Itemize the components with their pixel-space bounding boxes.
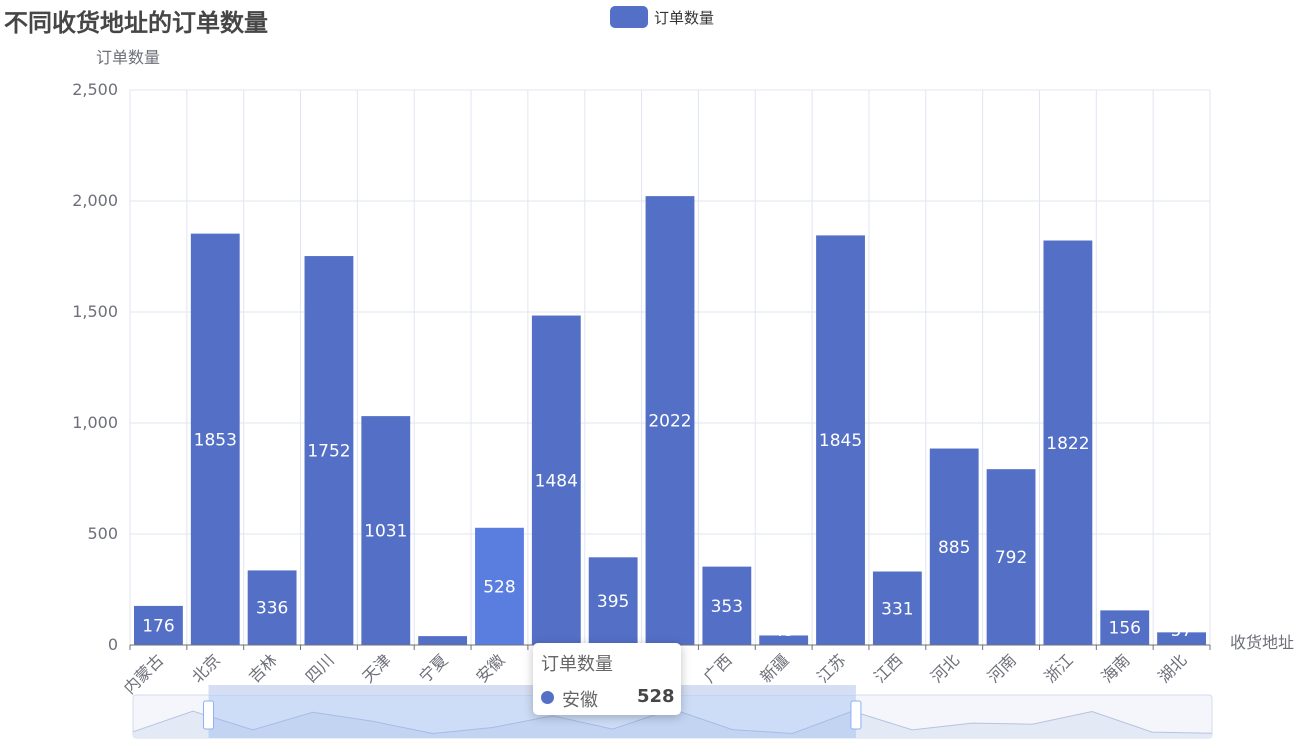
y-tick-label: 0 [108, 635, 118, 654]
data-label: 1853 [194, 430, 237, 450]
tooltip-name: 安徽 [562, 690, 598, 711]
data-label: 1484 [535, 471, 578, 491]
tooltip: 订单数量 安徽 528 [533, 643, 681, 715]
data-label: 43 [773, 621, 795, 641]
data-label: 1031 [364, 522, 407, 542]
x-tick-label: 北京 [188, 650, 224, 686]
data-label: 885 [938, 538, 970, 558]
x-tick-label: 河北 [927, 650, 963, 686]
x-tick-label: 新疆 [756, 650, 792, 686]
data-label: 2022 [648, 412, 691, 432]
bar[interactable] [872, 571, 922, 645]
x-tick-label: 内蒙古 [120, 650, 167, 697]
bar[interactable] [475, 527, 524, 645]
y-tick-label: 1,500 [72, 302, 118, 321]
bar[interactable] [759, 635, 809, 645]
x-tick-label: 安徽 [472, 650, 508, 686]
x-tick-label: 天津 [359, 650, 395, 686]
y-tick-label: 2,000 [72, 191, 118, 210]
y-tick-label: 2,500 [72, 80, 118, 99]
legend-swatch [610, 6, 648, 28]
data-label: 336 [256, 599, 288, 619]
x-tick-label: 宁夏 [415, 650, 451, 686]
y-axis-title: 订单数量 [96, 48, 160, 67]
data-label: 57 [1171, 621, 1193, 641]
bar[interactable] [1100, 610, 1150, 645]
data-label: 1822 [1046, 434, 1089, 454]
data-label: 353 [711, 597, 743, 617]
data-label: 156 [1109, 619, 1141, 639]
x-tick-label: 吉林 [245, 650, 281, 686]
bar[interactable] [361, 416, 411, 645]
legend[interactable]: 订单数量 [610, 6, 714, 28]
x-tick-label: 四川 [302, 650, 338, 686]
x-tick-label: 江西 [870, 650, 906, 686]
bar[interactable] [190, 233, 240, 645]
data-label: 1845 [819, 431, 862, 451]
bar[interactable] [1157, 632, 1206, 645]
x-tick-label: 浙江 [1041, 650, 1077, 686]
datazoom-handle-end[interactable] [850, 700, 862, 730]
data-label: 528 [483, 577, 515, 597]
x-tick-label: 广西 [700, 650, 736, 686]
bar[interactable] [134, 605, 183, 645]
bar[interactable] [929, 448, 979, 645]
bar[interactable] [531, 315, 581, 645]
data-label: 395 [597, 592, 629, 612]
bar[interactable] [588, 557, 638, 645]
x-tick-label: 河南 [984, 650, 1020, 686]
tooltip-title: 订单数量 [541, 654, 613, 675]
datazoom-move-bar[interactable] [208, 685, 856, 695]
data-label: 176 [142, 616, 174, 636]
datazoom-handle-start[interactable] [203, 700, 215, 730]
data-label: 40 [432, 621, 454, 641]
datazoom-selected-range[interactable] [208, 695, 856, 738]
chart-title: 不同收货地址的订单数量 [4, 9, 268, 37]
bar[interactable] [816, 235, 865, 645]
bar[interactable] [1043, 240, 1093, 646]
tooltip-value: 528 [637, 686, 675, 707]
bar[interactable] [247, 570, 297, 645]
bar[interactable] [418, 636, 468, 645]
bar[interactable] [702, 566, 752, 645]
data-label: 792 [995, 548, 1027, 568]
tooltip-marker [541, 691, 554, 704]
y-tick-label: 500 [87, 524, 118, 543]
data-label: 331 [881, 599, 913, 619]
x-axis-title: 收货地址 [1230, 633, 1294, 652]
bar[interactable] [986, 469, 1036, 645]
x-tick-label: 江苏 [813, 650, 849, 686]
data-label: 1752 [307, 442, 350, 462]
x-tick-label: 海南 [1097, 650, 1133, 686]
datazoom-preview-area [133, 709, 1212, 738]
x-tick-label: 湖北 [1154, 650, 1190, 686]
legend-label: 订单数量 [654, 8, 715, 27]
bar[interactable] [304, 256, 354, 645]
bar[interactable] [645, 196, 695, 645]
y-tick-label: 1,000 [72, 413, 118, 432]
